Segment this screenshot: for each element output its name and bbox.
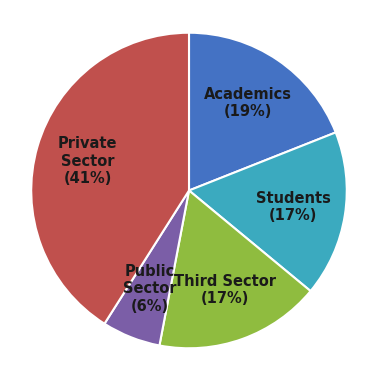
Wedge shape <box>31 33 189 324</box>
Wedge shape <box>160 190 311 348</box>
Text: Students
(17%): Students (17%) <box>256 191 331 223</box>
Wedge shape <box>104 190 189 346</box>
Text: Academics
(19%): Academics (19%) <box>204 87 293 119</box>
Text: Third Sector
(17%): Third Sector (17%) <box>174 274 276 306</box>
Wedge shape <box>189 33 336 190</box>
Wedge shape <box>189 133 347 291</box>
Text: Public
Sector
(6%): Public Sector (6%) <box>123 264 177 314</box>
Text: Private
Sector
(41%): Private Sector (41%) <box>58 136 117 186</box>
